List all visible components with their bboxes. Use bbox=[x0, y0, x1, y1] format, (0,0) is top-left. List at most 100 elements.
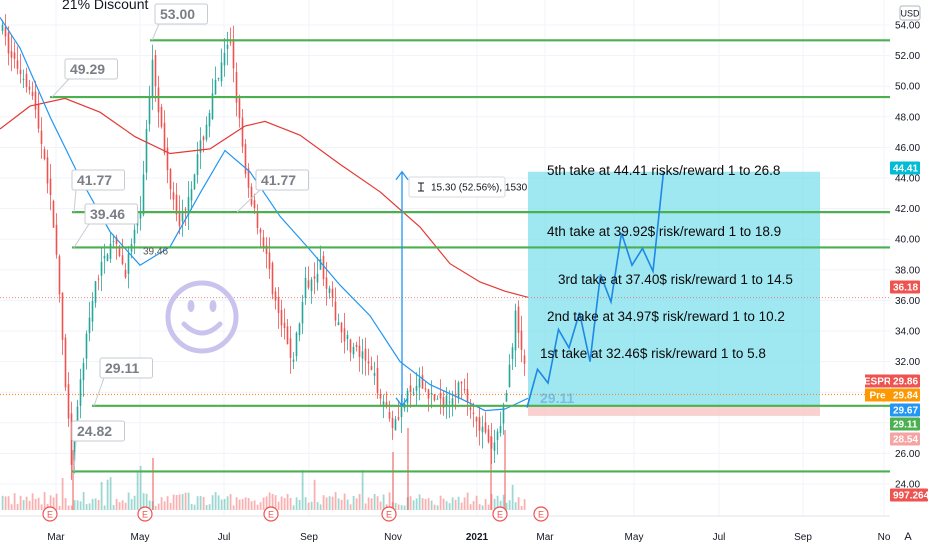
volume-bar bbox=[124, 502, 127, 510]
volume-bar bbox=[223, 499, 226, 510]
volume-bar bbox=[502, 494, 505, 510]
candle-body bbox=[220, 62, 223, 82]
volume-bar bbox=[115, 498, 118, 510]
candle-body bbox=[289, 338, 292, 358]
price-tag-value: 36.18 bbox=[893, 283, 918, 294]
volume-bar bbox=[64, 498, 67, 510]
level-callout-box bbox=[71, 420, 125, 442]
candle-body bbox=[67, 384, 70, 419]
auto-scale-button[interactable]: A bbox=[904, 531, 912, 543]
candle-body bbox=[523, 355, 526, 364]
candle-body bbox=[145, 128, 148, 173]
volume-bar bbox=[451, 497, 454, 510]
volume-bar bbox=[427, 498, 430, 510]
price-tag-value: 29.11 bbox=[893, 420, 918, 431]
time-tick-label: Mar bbox=[536, 532, 554, 543]
volume-bar bbox=[97, 499, 100, 510]
price-tag-box bbox=[890, 280, 920, 294]
volume-bar bbox=[376, 496, 379, 510]
volume-bar bbox=[250, 501, 253, 510]
earnings-marker-label: E bbox=[47, 510, 53, 520]
volume-bar bbox=[484, 498, 487, 510]
candle-body bbox=[58, 256, 61, 295]
currency-label: USD bbox=[899, 5, 921, 21]
candle-body bbox=[277, 296, 280, 313]
measure-icon bbox=[418, 182, 424, 192]
ma-200-line bbox=[0, 97, 529, 298]
candle-body bbox=[319, 258, 322, 270]
candle-body bbox=[91, 300, 94, 322]
price-tag-value: 28.54 bbox=[893, 435, 918, 446]
volume-bar bbox=[280, 496, 283, 510]
volume-bar bbox=[19, 495, 22, 510]
candle-body bbox=[64, 337, 67, 388]
candle-body bbox=[7, 32, 10, 54]
candle-body bbox=[232, 39, 235, 69]
candle-body bbox=[79, 379, 82, 406]
price-tag-symbol-box bbox=[865, 388, 890, 402]
candle-body bbox=[463, 389, 466, 391]
small-level-note: 39.46 bbox=[143, 247, 168, 258]
price-tag-box bbox=[890, 403, 920, 417]
volume-bar bbox=[13, 493, 16, 510]
candle-body bbox=[439, 393, 442, 399]
candle-body bbox=[190, 189, 193, 201]
volume-bar bbox=[475, 495, 478, 510]
volume-bar bbox=[301, 470, 304, 510]
candle-body bbox=[250, 186, 253, 205]
zones-layer bbox=[0, 171, 890, 416]
candle-body bbox=[166, 147, 169, 171]
price-tick-label: 52.00 bbox=[895, 51, 920, 62]
volume-bar bbox=[259, 502, 262, 510]
volume-bar bbox=[319, 504, 322, 510]
volume-bar bbox=[274, 495, 277, 510]
volume-bar bbox=[205, 505, 208, 510]
volume-bar bbox=[283, 498, 286, 510]
level-callout-pointer bbox=[151, 23, 160, 41]
volume-bar bbox=[208, 504, 211, 510]
svg-text:USD: USD bbox=[900, 9, 920, 19]
level-label: 41.77 bbox=[77, 172, 112, 188]
price-tag-value: 997.264K bbox=[893, 491, 932, 502]
time-tick-label: Mar bbox=[47, 532, 65, 543]
take-profit-label: 1st take at 32.46$ risk/reward 1 to 5.8 bbox=[540, 346, 766, 361]
candle-body bbox=[40, 130, 43, 144]
volume-bar bbox=[262, 497, 265, 510]
level-callout-pointer bbox=[73, 223, 90, 248]
candle-body bbox=[97, 278, 100, 280]
volume-bar bbox=[163, 501, 166, 510]
candle-body bbox=[508, 364, 511, 388]
take-profit-plan: 5th take at 44.41 risks/reward 1 to 26.8… bbox=[540, 163, 793, 361]
earnings-marker-label: E bbox=[142, 510, 148, 520]
volume-bar bbox=[190, 504, 193, 510]
volume-bar bbox=[82, 492, 85, 510]
volume-bar bbox=[523, 499, 526, 510]
smiley-face-icon bbox=[165, 280, 239, 354]
candle-body bbox=[337, 322, 340, 326]
volume-bar bbox=[331, 496, 334, 510]
candle-body bbox=[157, 87, 160, 113]
candle-body bbox=[199, 140, 202, 153]
candle-body bbox=[31, 91, 34, 96]
volume-bars bbox=[1, 428, 526, 510]
volume-bar bbox=[25, 496, 28, 510]
candle-body bbox=[172, 192, 175, 200]
candle-body bbox=[244, 144, 247, 174]
candle-body bbox=[373, 373, 376, 376]
time-tick-label: Nov bbox=[384, 532, 402, 543]
volume-bar bbox=[109, 477, 112, 510]
measure-arrow-bottom bbox=[395, 397, 409, 407]
volume-bar bbox=[340, 499, 343, 510]
volume-bar bbox=[493, 498, 496, 510]
volume-bar bbox=[166, 496, 169, 510]
time-axis[interactable]: Mar May Jul Sep Nov 2021 Mar May Jul Sep No bbox=[47, 532, 890, 543]
volume-bar bbox=[145, 493, 148, 510]
volume-bar bbox=[439, 495, 442, 510]
candle-body bbox=[133, 229, 136, 244]
candle-body bbox=[106, 254, 109, 262]
volume-bar bbox=[472, 501, 475, 510]
volume-bar bbox=[211, 495, 214, 510]
time-tick-label: Sep bbox=[794, 532, 812, 543]
price-tick-label: 48.00 bbox=[895, 112, 920, 123]
